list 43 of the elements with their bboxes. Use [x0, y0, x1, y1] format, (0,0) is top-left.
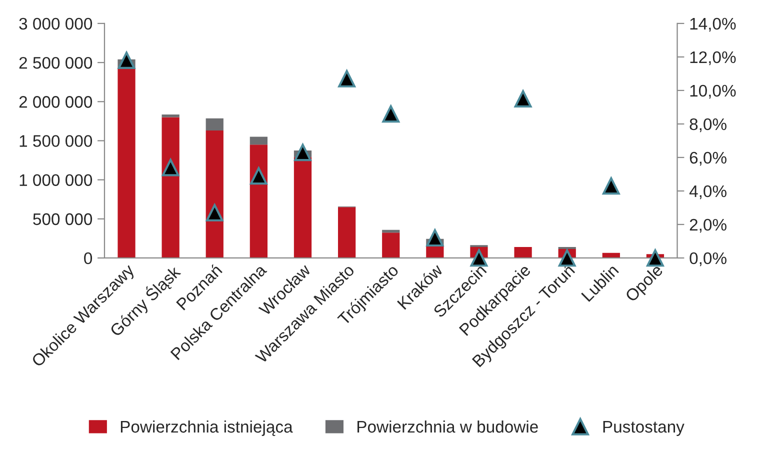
point	[118, 52, 136, 69]
y2-tick-label: 0,0%	[690, 252, 726, 266]
y-tick-label: 500 000	[33, 213, 92, 226]
point	[382, 105, 400, 123]
bar	[162, 114, 180, 118]
bar	[514, 247, 532, 258]
bar	[338, 207, 356, 258]
y2-tick-label: 4,0%	[689, 185, 726, 200]
bar	[162, 117, 180, 258]
y2-tick-label: 8,0%	[690, 118, 726, 132]
y2-tick-label: 6,0%	[690, 152, 726, 166]
bar	[206, 118, 224, 131]
y-tick-label: 1 000 000	[20, 174, 92, 186]
bar	[382, 232, 400, 258]
point	[646, 249, 664, 267]
point	[250, 167, 268, 185]
legend-label: Powierzchnia w budowie	[358, 420, 538, 433]
legend-label: Pustostany	[603, 421, 684, 436]
bar	[206, 130, 224, 258]
bar	[294, 157, 312, 258]
point	[426, 229, 444, 247]
point	[294, 144, 312, 162]
y-tick-label: 1 500 000	[20, 135, 92, 147]
y-tick-label: 3 000 000	[19, 18, 92, 30]
legend-label: Powierzchnia istniejąca	[120, 420, 293, 436]
point	[514, 90, 532, 108]
point	[338, 70, 356, 88]
point	[558, 249, 576, 267]
bar	[118, 68, 136, 258]
point	[162, 158, 180, 176]
y-tick-label: 0	[84, 252, 92, 264]
y2-tick-label: 14,0%	[690, 18, 736, 32]
y2-tick-label: 10,0%	[690, 84, 736, 99]
bar	[250, 136, 268, 145]
point	[206, 204, 224, 222]
point	[470, 249, 488, 267]
bar	[250, 144, 268, 258]
bar	[382, 230, 400, 233]
y-tick-label: 2 000 000	[19, 96, 92, 108]
y2-tick-label: 2,0%	[690, 218, 726, 233]
y-tick-label: 2 500 000	[19, 56, 92, 69]
point	[602, 177, 620, 195]
y2-tick-label: 12,0%	[690, 51, 736, 66]
